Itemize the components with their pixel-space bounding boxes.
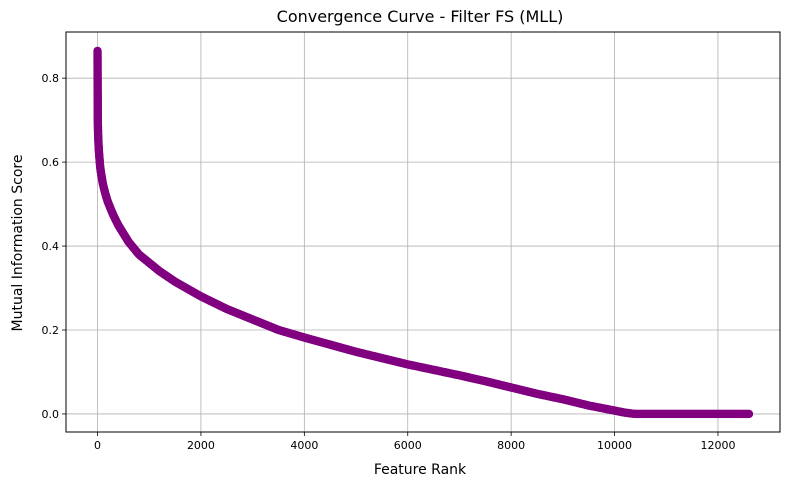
x-tick-label: 8000 <box>497 439 525 452</box>
x-tick-label: 2000 <box>187 439 215 452</box>
x-axis-title: Feature Rank <box>374 462 467 478</box>
y-tick-label: 0.8 <box>42 72 60 85</box>
y-tick-label: 0.4 <box>42 240 60 253</box>
y-axis: 0.0 0.2 0.4 0.6 0.8 <box>42 72 66 421</box>
x-tick-label: 12000 <box>700 439 735 452</box>
data-point <box>744 409 754 419</box>
x-tick-label: 10000 <box>597 439 632 452</box>
x-tick-label: 4000 <box>290 439 318 452</box>
plot-frame <box>65 31 781 433</box>
y-axis-title: Mutual Information Score <box>10 155 26 332</box>
x-tick-label: 6000 <box>394 439 422 452</box>
y-tick-label: 0.6 <box>42 156 60 169</box>
y-tick-label: 0.0 <box>42 408 60 421</box>
x-axis: 0 2000 4000 6000 8000 10000 12000 <box>94 432 735 452</box>
chart-title: Convergence Curve - Filter FS (MLL) <box>277 7 564 26</box>
x-tick-label: 0 <box>94 439 101 452</box>
series-layer <box>93 46 754 419</box>
y-tick-label: 0.2 <box>42 324 60 337</box>
grid-lines <box>66 32 780 432</box>
